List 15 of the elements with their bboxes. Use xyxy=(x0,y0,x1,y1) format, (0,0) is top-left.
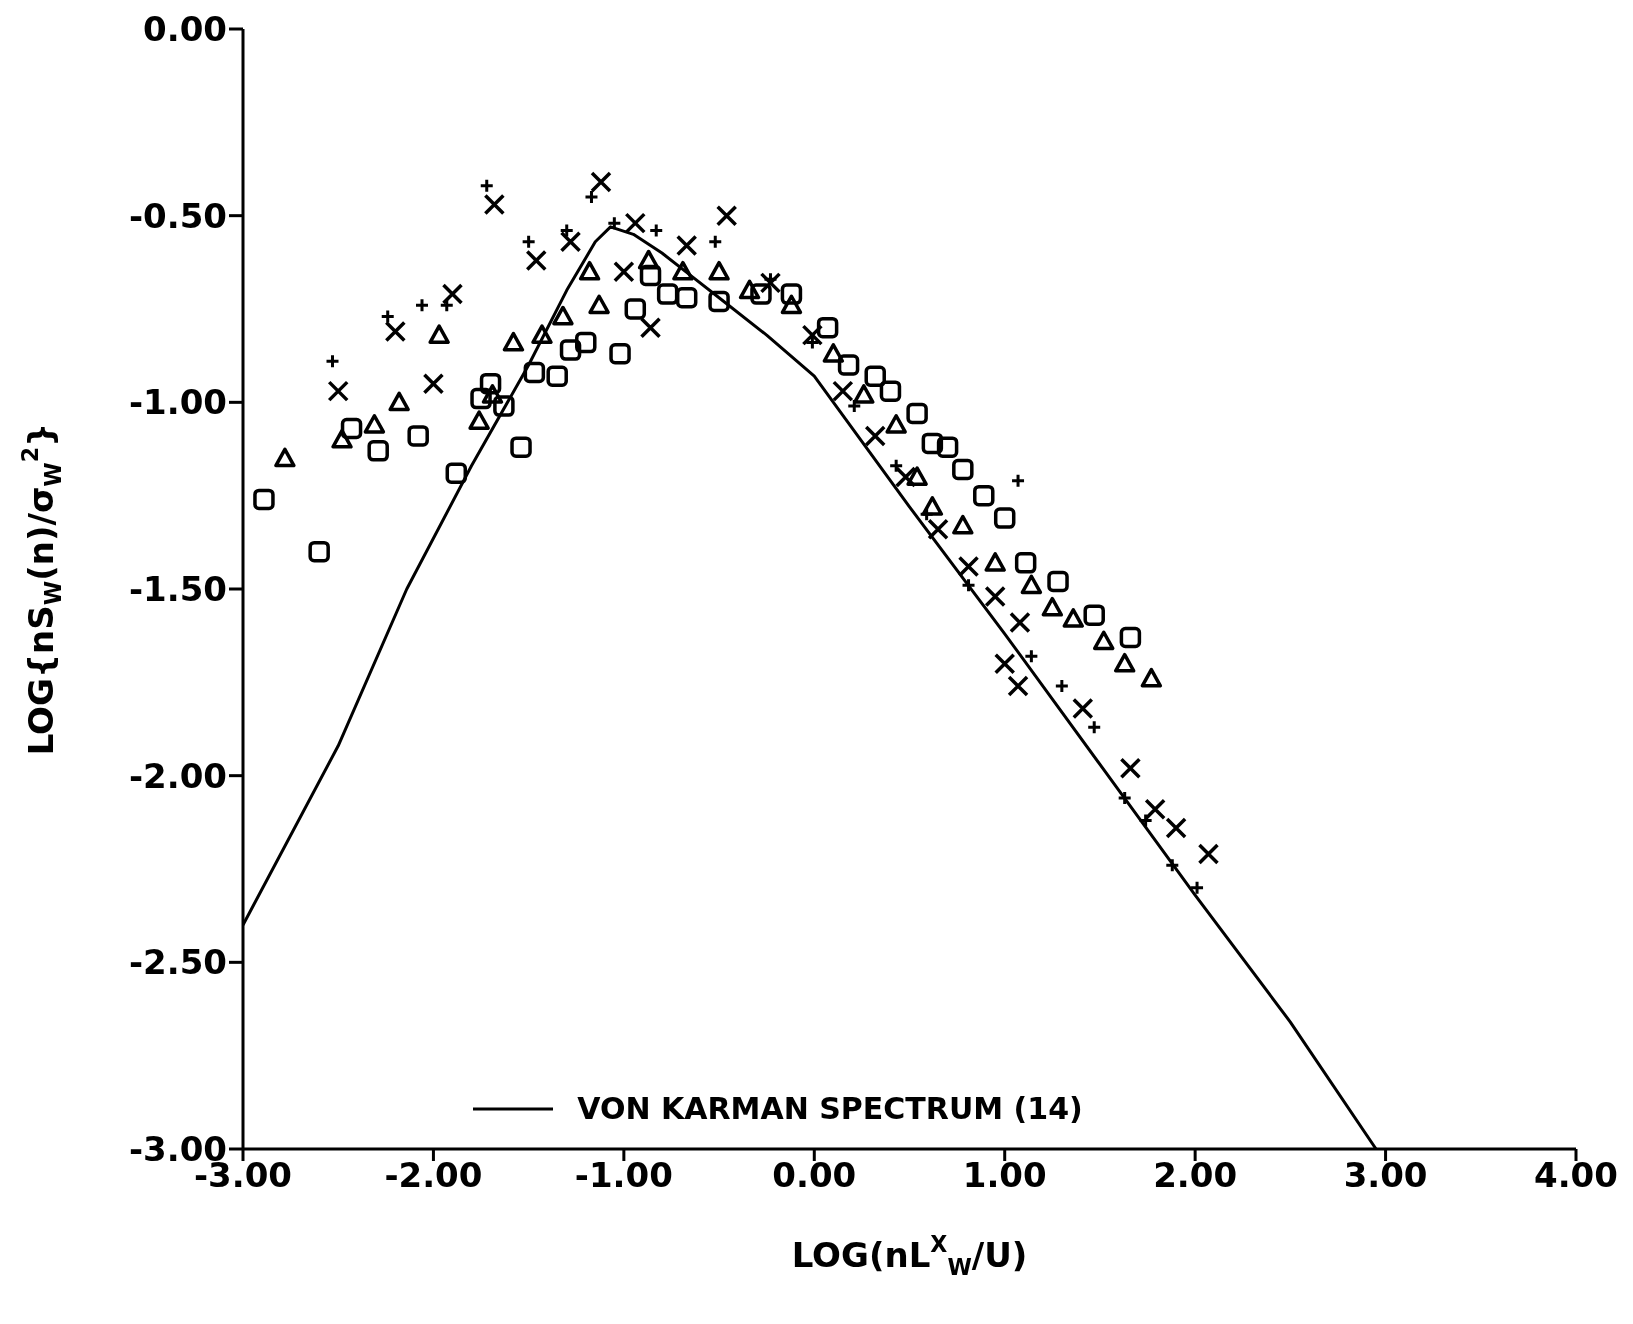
x-tick-label: 3.00 xyxy=(1343,1155,1428,1196)
x-axis-title: LOG(nL$^{X}$$_{W}$/U) xyxy=(791,1230,1028,1280)
x-tick-label: 0.00 xyxy=(772,1155,857,1196)
x-tick-label: 1.00 xyxy=(962,1155,1047,1196)
y-tick-label: -2.00 xyxy=(129,755,227,796)
y-tick-label: -0.50 xyxy=(129,195,227,236)
x-tick-label: 2.00 xyxy=(1153,1155,1238,1196)
y-tick-label: 0.00 xyxy=(143,9,227,50)
x-tick-label: -2.00 xyxy=(384,1155,483,1196)
x-tick-label: -1.00 xyxy=(574,1155,673,1196)
y-tick-label: -2.50 xyxy=(129,942,227,983)
legend-label: VON KARMAN SPECTRUM (14) xyxy=(577,1091,1083,1126)
y-tick-label: -1.50 xyxy=(129,569,227,610)
y-tick-label: -1.00 xyxy=(129,382,227,423)
x-tick-label: 4.00 xyxy=(1534,1155,1618,1196)
